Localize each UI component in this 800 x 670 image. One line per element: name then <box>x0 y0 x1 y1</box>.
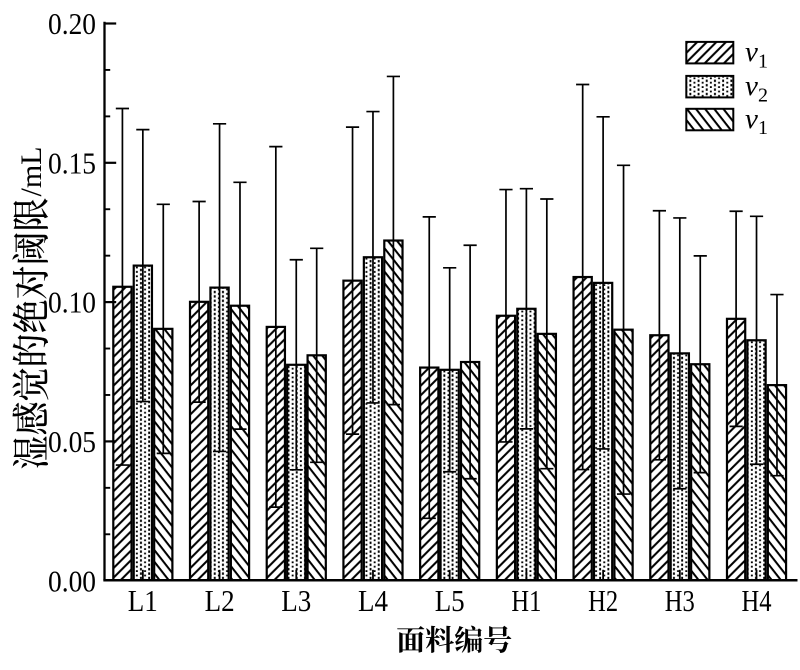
svg-text:0.20: 0.20 <box>48 6 96 41</box>
svg-text:H3: H3 <box>665 584 695 618</box>
svg-text:L4: L4 <box>358 584 388 618</box>
svg-text:v: v <box>745 103 758 135</box>
svg-text:L1: L1 <box>128 584 158 618</box>
svg-text:2: 2 <box>758 84 768 106</box>
svg-text:L3: L3 <box>281 584 311 618</box>
svg-text:L5: L5 <box>435 584 465 618</box>
svg-text:L2: L2 <box>205 584 235 618</box>
svg-text:/mL: /mL <box>15 147 48 197</box>
svg-text:0.15: 0.15 <box>48 145 96 180</box>
svg-text:0.00: 0.00 <box>48 563 96 598</box>
svg-text:0.10: 0.10 <box>48 285 96 320</box>
svg-text:0.05: 0.05 <box>48 424 96 459</box>
svg-text:H2: H2 <box>588 584 618 618</box>
svg-text:v: v <box>745 36 758 68</box>
svg-text:1: 1 <box>758 117 768 139</box>
svg-text:1: 1 <box>758 50 768 72</box>
svg-text:H1: H1 <box>511 584 541 618</box>
svg-text:v: v <box>745 70 758 102</box>
svg-text:H4: H4 <box>742 584 772 618</box>
